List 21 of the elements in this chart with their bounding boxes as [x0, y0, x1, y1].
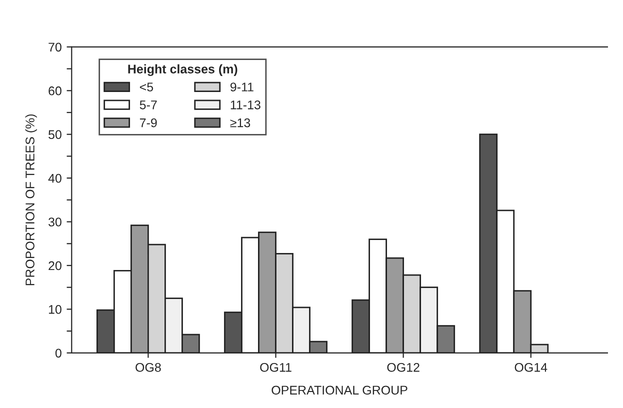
y-tick-label: 10 [48, 305, 62, 314]
y-tick-label: 50 [48, 130, 62, 139]
y-axis-title: PROPORTION OF TREES (%) [25, 114, 37, 286]
y-tick-label: 70 [48, 42, 62, 52]
y-tick-label: 30 [48, 218, 62, 226]
legend-label: 11-13 [230, 100, 260, 110]
y-tick-label: 20 [48, 261, 62, 270]
legend-label: <5 [140, 82, 154, 92]
y-tick-label: 60 [48, 86, 62, 96]
y-tick-label: 0 [55, 348, 62, 358]
legend-label: 5-7 [140, 100, 157, 110]
y-tick-label: 40 [48, 174, 62, 183]
legend-title: Height classes (m) [128, 64, 238, 76]
legend-label: 9-11 [230, 82, 254, 92]
legend-label: 7-9 [140, 118, 157, 128]
legend-label: ≥13 [230, 118, 250, 128]
x-tick-label: OG12 [387, 362, 420, 372]
x-tick-label: OG8 [136, 362, 161, 372]
x-axis-title: OPERATIONAL GROUP [272, 386, 408, 395]
x-tick-label: OG11 [260, 362, 292, 372]
x-tick-label: OG14 [514, 362, 548, 372]
